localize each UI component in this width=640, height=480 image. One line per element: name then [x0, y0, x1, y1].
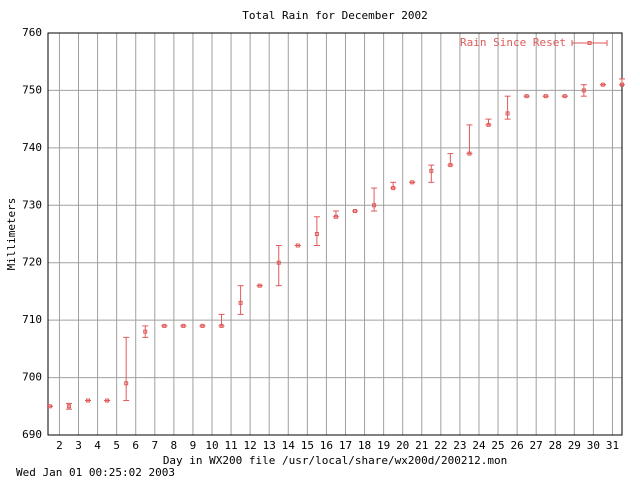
point: [86, 398, 91, 403]
y-axis-label: Millimeters: [5, 198, 18, 271]
error-bar: [619, 78, 625, 86]
y-tick-label: 730: [22, 198, 42, 211]
point: [410, 180, 415, 185]
error-bar: [428, 164, 435, 183]
x-tick-label: 18: [358, 439, 371, 452]
error-bar: [237, 285, 244, 315]
point: [391, 186, 396, 191]
error-bar: [65, 402, 72, 410]
error-bar: [371, 187, 378, 212]
legend-label: Rain Since Reset: [460, 36, 566, 49]
x-tick-label: 22: [434, 439, 447, 452]
error-bar: [390, 181, 397, 189]
point: [257, 283, 262, 288]
y-tick-label: 700: [22, 371, 42, 384]
x-tick-label: 20: [396, 439, 409, 452]
x-tick-label: 14: [282, 439, 296, 452]
x-tick-label: 23: [453, 439, 466, 452]
legend-point: [587, 41, 592, 45]
point: [620, 82, 624, 87]
timestamp: Wed Jan 01 00:25:02 2003: [16, 466, 175, 479]
point: [143, 329, 148, 334]
x-tick-label: 16: [320, 439, 333, 452]
plot-frame: [47, 32, 623, 436]
y-tick-label: 710: [22, 313, 42, 326]
y-tick-label: 750: [22, 83, 42, 96]
point: [448, 163, 453, 168]
point: [276, 260, 281, 265]
x-tick-label: 10: [205, 439, 218, 452]
y-tick-label: 690: [22, 428, 42, 441]
point: [66, 404, 71, 409]
error-bar: [123, 336, 130, 402]
x-tick-label: 13: [263, 439, 276, 452]
y-tick-label: 760: [22, 26, 42, 39]
error-bar: [504, 95, 511, 120]
y-tick-label: 720: [22, 256, 42, 269]
x-tick-label: 15: [301, 439, 314, 452]
point: [372, 203, 377, 208]
y-tick-label: 740: [22, 141, 42, 154]
x-tick-label: 3: [75, 439, 82, 452]
point: [600, 82, 605, 87]
x-tick-label: 30: [587, 439, 600, 452]
error-bar: [275, 244, 282, 287]
point: [333, 214, 338, 219]
x-tick-label: 9: [190, 439, 197, 452]
x-tick-label: 24: [472, 439, 486, 452]
x-axis-label: Day in WX200 file /usr/local/share/wx200…: [163, 454, 507, 467]
point: [200, 323, 205, 328]
x-tick-label: 17: [339, 439, 352, 452]
x-tick-label: 2: [56, 439, 63, 452]
x-tick-label: 27: [530, 439, 543, 452]
point: [47, 404, 52, 409]
chart-title: Total Rain for December 2002: [242, 9, 427, 22]
point: [353, 209, 358, 214]
point: [543, 94, 548, 99]
point: [467, 151, 472, 156]
x-tick-label: 4: [94, 439, 101, 452]
error-bar: [332, 210, 339, 218]
point: [562, 94, 567, 99]
x-tick-label: 28: [549, 439, 562, 452]
x-tick-label: 31: [606, 439, 619, 452]
x-tick-label: 11: [224, 439, 237, 452]
point: [429, 168, 434, 173]
point: [314, 232, 319, 236]
x-tick-label: 25: [491, 439, 504, 452]
x-tick-label: 5: [113, 439, 120, 452]
point: [124, 381, 129, 386]
point: [238, 300, 243, 305]
x-tick-label: 12: [244, 439, 257, 452]
point: [295, 243, 300, 248]
x-tick-label: 29: [568, 439, 581, 452]
x-tick-label: 21: [415, 439, 428, 452]
x-tick-label: 6: [132, 439, 139, 452]
point: [105, 398, 110, 403]
error-bar: [580, 84, 587, 97]
error-bar: [466, 124, 473, 155]
point: [219, 323, 224, 328]
x-tick-label: 19: [377, 439, 390, 452]
error-bar: [142, 325, 149, 338]
point: [181, 323, 186, 328]
x-tick-label: 7: [151, 439, 158, 452]
error-bar: [313, 216, 320, 246]
point: [505, 111, 510, 116]
point: [162, 323, 167, 328]
x-tick-label: 8: [171, 439, 178, 452]
x-tick-label: 26: [510, 439, 523, 452]
point: [486, 122, 491, 127]
point: [524, 94, 529, 99]
point: [581, 88, 586, 93]
error-bar: [485, 118, 492, 126]
